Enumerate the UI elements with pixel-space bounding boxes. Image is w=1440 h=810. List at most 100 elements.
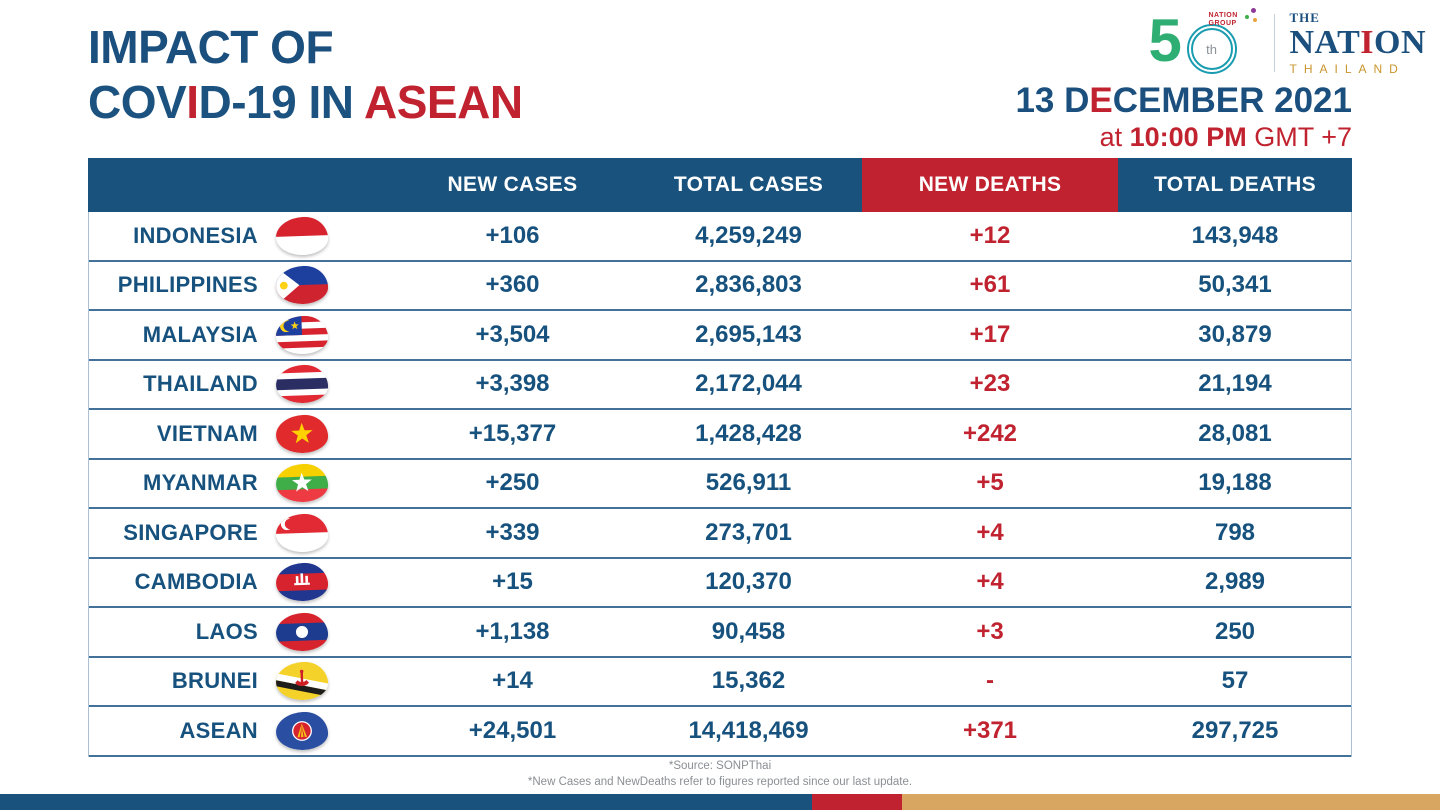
table-row: INDONESIA +106 4,259,249 +12 143,948 [89,212,1351,262]
report-time: at 10:00 PM GMT +7 [1099,122,1352,152]
country-column-header [88,158,390,212]
myanmar-flag-icon [275,463,329,504]
table-row: SINGAPORE +339 273,701 +4 798 [89,509,1351,559]
table-row: VIETNAM +15,377 1,428,428 +242 28,081 [89,410,1351,460]
total-cases-value: 526,911 [705,469,792,497]
total-cases-column-header: TOTAL CASES [635,158,862,212]
covid-table: NEW CASES TOTAL CASES NEW DEATHS TOTAL D… [88,158,1352,757]
country-cell: ASEAN [89,707,390,755]
country-label: PHILIPPINES [117,272,258,298]
indonesia-flag-icon [275,215,329,256]
country-cell: PHILIPPINES [89,262,390,310]
total-cases-value: 2,695,143 [695,320,802,348]
total-cases-value: 2,836,803 [695,271,802,299]
table-row: MALAYSIA +3,504 2,695,143 +17 30,879 [89,311,1351,361]
country-cell: LAOS [89,608,390,656]
total-cases-value: 90,458 [711,617,786,645]
country-cell: MALAYSIA [89,311,390,359]
country-label: LAOS [195,618,258,644]
table-body: INDONESIA +106 4,259,249 +12 143,948 PHILIPPI… [88,212,1352,757]
table-header-row: NEW CASES TOTAL CASES NEW DEATHS TOTAL D… [88,158,1352,212]
new-deaths-column-header: NEW DEATHS [862,158,1118,212]
country-cell: MYANMAR [89,460,390,508]
total-deaths-value: 143,948 [1191,221,1279,249]
new-cases-column-header: NEW CASES [390,158,635,212]
country-label: BRUNEI [171,668,258,694]
confetti-dot-icon [1252,18,1257,22]
total-deaths-value: 50,341 [1198,271,1272,299]
footer-notes: *Source: SONPThai *New Cases and NewDeat… [0,758,1440,790]
new-cases-value: +1,138 [475,617,550,645]
report-date: 13 DECEMBER 2021 [1015,81,1352,120]
total-deaths-column-header: TOTAL DEATHS [1118,158,1352,212]
logo-divider [1273,14,1275,72]
total-cases-value: 4,259,249 [695,221,802,249]
thailand-flag-icon [275,364,329,405]
bar-red-segment [812,794,902,810]
new-deaths-value: +61 [969,271,1011,299]
total-cases-value: 120,370 [705,568,792,596]
nation-thailand-logo: 5 th NATION GROUP THE NATION THAILAND [1147,8,1427,78]
country-label: INDONESIA [133,222,258,248]
country-label: MYANMAR [143,470,258,496]
page-title: IMPACT OF COVID-19 IN ASEAN [88,20,523,130]
new-cases-value: +250 [485,469,540,497]
title-line-1: IMPACT OF [88,21,334,73]
country-cell: SINGAPORE [89,509,390,557]
confetti-dot-icon [1250,8,1256,13]
total-cases-value: 1,428,428 [695,419,802,447]
total-deaths-value: 798 [1214,518,1256,546]
brand-color-bar [0,794,1440,810]
bar-gold-segment [902,794,1440,810]
new-deaths-value: +371 [962,716,1018,744]
new-cases-value: +15 [492,568,533,596]
total-deaths-value: 2,989 [1204,568,1266,596]
country-cell: BRUNEI [89,658,390,706]
brunei-flag-icon [275,661,329,702]
new-deaths-value: +3 [976,617,1004,645]
table-row: CAMBODIA +15 120,370 +4 2,989 [89,558,1351,608]
table-row: MYANMAR +250 526,911 +5 19,188 [89,459,1351,509]
country-label: CAMBODIA [134,569,258,595]
new-deaths-value: - [986,667,994,695]
singapore-flag-icon [275,512,329,553]
title-line-2: COVID-19 IN ASEAN [88,76,523,128]
malaysia-flag-icon [275,314,329,355]
total-deaths-value: 297,725 [1191,716,1279,744]
report-datetime: 13 DECEMBER 2021 at 10:00 PM GMT +7 [1015,81,1352,153]
total-cases-value: 273,701 [705,518,792,546]
vietnam-flag-icon [275,413,329,454]
new-cases-value: +360 [485,271,540,299]
new-cases-value: +3,504 [475,320,550,348]
total-deaths-value: 57 [1221,667,1249,695]
new-deaths-value: +17 [969,320,1011,348]
country-label: SINGAPORE [123,519,258,545]
table-row: PHILIPPINES +360 2,836,803 +61 50,341 [89,261,1351,311]
fifty-0-ring-icon: th [1186,24,1237,74]
country-label: MALAYSIA [142,321,258,347]
bar-navy-segment [0,794,812,810]
new-deaths-value: +5 [976,469,1004,497]
table-row: THAILAND +3,398 2,172,044 +23 21,194 [89,360,1351,410]
new-cases-value: +106 [485,221,540,249]
new-deaths-value: +23 [969,370,1011,398]
country-label: VIETNAM [156,420,258,446]
cambodia-flag-icon [275,562,329,603]
new-cases-value: +24,501 [468,716,557,744]
new-cases-value: +15,377 [468,419,557,447]
total-deaths-value: 21,194 [1198,370,1272,398]
fifty-5-glyph: 5 [1148,7,1182,74]
nation-wordmark: THE NATION THAILAND [1289,10,1426,76]
country-label: ASEAN [179,717,258,743]
country-cell: CAMBODIA [89,559,390,607]
total-deaths-value: 30,879 [1198,320,1272,348]
philippines-flag-icon [275,265,329,306]
total-deaths-value: 250 [1214,617,1256,645]
new-deaths-value: +4 [976,568,1004,596]
total-deaths-value: 28,081 [1198,419,1272,447]
new-cases-value: +339 [485,518,540,546]
fifty-anniversary-icon: 5 th NATION GROUP [1147,8,1259,78]
country-cell: THAILAND [89,361,390,409]
country-label: THAILAND [143,371,258,397]
new-deaths-value: +4 [976,518,1004,546]
